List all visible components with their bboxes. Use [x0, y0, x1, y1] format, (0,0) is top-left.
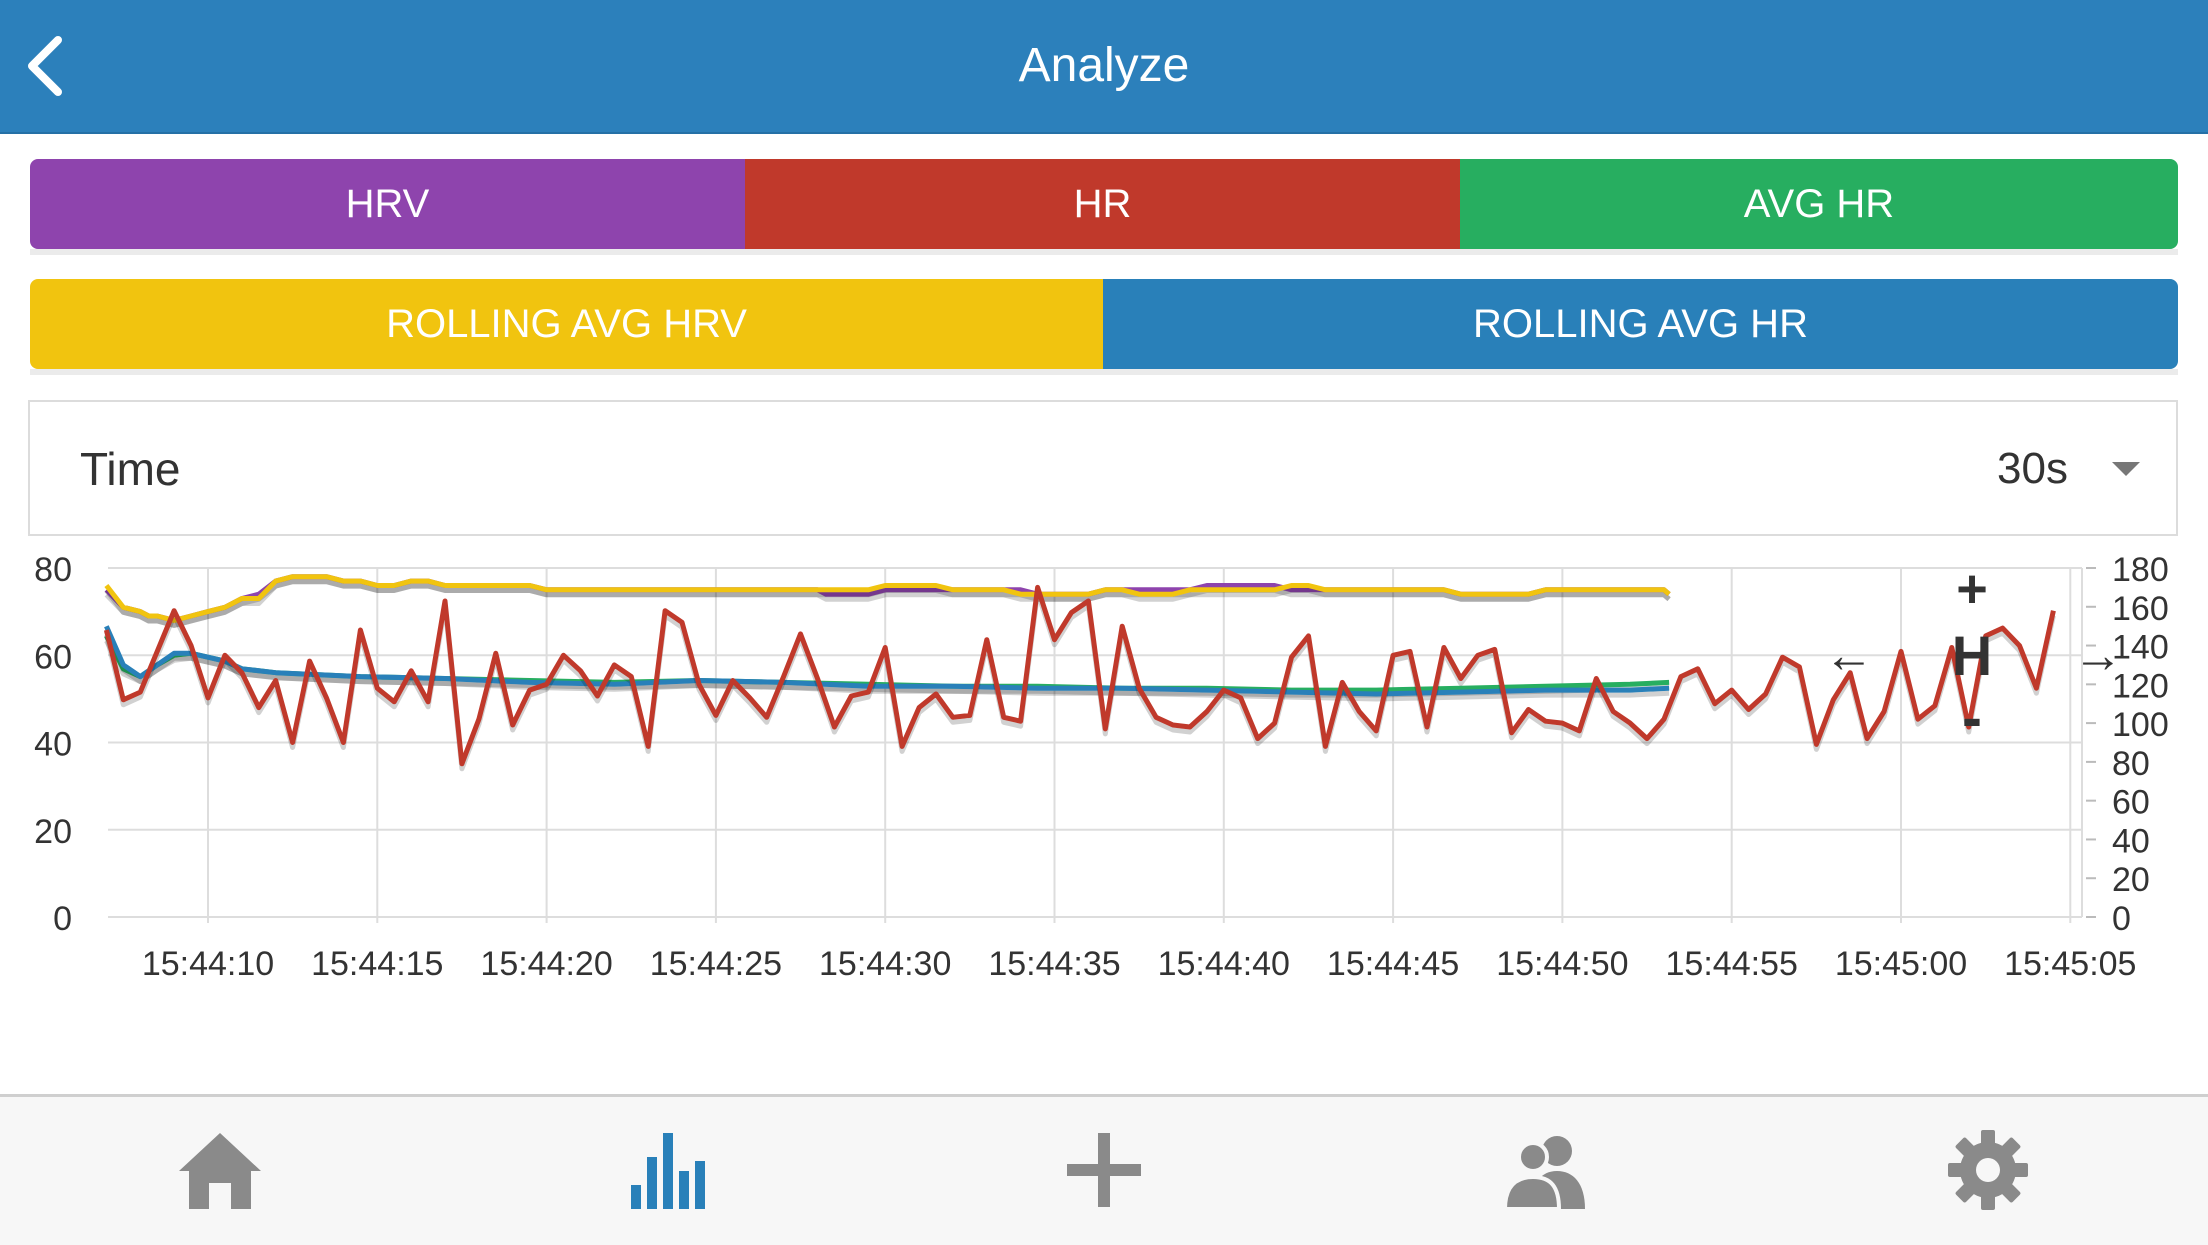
chart-controls: + H - ← → [1824, 559, 2123, 751]
y-left-tick-label: 40 [34, 726, 72, 764]
y-right-tick-label: 80 [2112, 745, 2150, 783]
y-left-tick-label: 0 [53, 900, 72, 938]
gear-icon [1948, 1130, 2028, 1210]
hr-button[interactable]: HR [745, 159, 1460, 249]
y-left-tick-label: 60 [34, 638, 72, 676]
plus-icon [1067, 1133, 1141, 1207]
bar-chart-icon [631, 1133, 705, 1209]
home-icon [179, 1133, 261, 1209]
tab-settings[interactable] [1943, 1125, 2033, 1215]
avg-hr-button[interactable]: AVG HR [1460, 159, 2178, 249]
rolling_avg_hrv-series-line [104, 574, 1671, 623]
back-button[interactable] [18, 30, 78, 102]
hrv-series-shadow [104, 579, 1671, 628]
rolling-avg-hr-button[interactable]: ROLLING AVG HR [1103, 279, 2178, 369]
x-tick-label: 15:44:40 [1158, 945, 1290, 983]
y-right-tick-label: 20 [2112, 861, 2150, 899]
app-header: Analyze [0, 0, 2208, 134]
button-row-shadow [30, 249, 2178, 255]
pan-right-button[interactable]: → [2073, 627, 2123, 683]
tab-analyze[interactable] [617, 1125, 707, 1215]
x-tick-label: 15:44:15 [311, 945, 443, 983]
y-right-tick-label: 60 [2112, 784, 2150, 822]
x-tick-label: 15:44:30 [819, 945, 951, 983]
chevron-left-icon [28, 36, 62, 96]
hrv-hr-chart: 02040608002040608010012014016018015:44:1… [34, 551, 2169, 983]
chart-grid [108, 567, 2083, 923]
time-window-value: 30s [1997, 444, 2068, 493]
users-icon [1502, 1136, 1585, 1211]
dropdown-arrow-icon [2112, 462, 2140, 476]
y-right-tick-label: 140 [2112, 629, 2169, 667]
y-right-tick-label: 0 [2112, 900, 2131, 938]
x-tick-label: 15:44:10 [142, 945, 274, 983]
rolling_avg_hr-series-shadow [104, 630, 1670, 702]
time-label: Time [80, 443, 181, 495]
hrv-button[interactable]: HRV [30, 159, 745, 249]
y-right-tick-label: 100 [2112, 706, 2169, 744]
pan-left-button[interactable]: ← [1824, 627, 1874, 683]
chart-series [103, 574, 2056, 772]
page-title: Analyze [1018, 39, 1190, 92]
hr-series-line [103, 584, 2056, 767]
zoom-out-button[interactable]: - [1962, 684, 1982, 751]
rolling-avg-hrv-button[interactable]: ROLLING AVG HRV [30, 279, 1103, 369]
tab-users[interactable] [1501, 1125, 1591, 1215]
tab-home[interactable] [175, 1125, 265, 1215]
y-right-tick-label: 180 [2112, 551, 2169, 589]
y-right-tick-label: 160 [2112, 590, 2169, 628]
x-tick-label: 15:44:50 [1496, 945, 1628, 983]
tab-add[interactable] [1059, 1125, 1149, 1215]
x-tick-label: 15:45:00 [1835, 945, 1967, 983]
y-right-tick-label: 120 [2112, 667, 2169, 705]
y-right-tick-label: 40 [2112, 822, 2150, 860]
time-window-select[interactable]: Time 30s [28, 400, 2178, 536]
chart-axes: 02040608002040608010012014016018015:44:1… [34, 551, 2169, 983]
x-tick-label: 15:44:55 [1666, 945, 1798, 983]
x-tick-label: 15:44:45 [1327, 945, 1459, 983]
x-tick-label: 15:44:35 [988, 945, 1120, 983]
rolling_avg_hrv-series-shadow [104, 579, 1671, 628]
x-tick-label: 15:45:05 [2004, 945, 2136, 983]
button-row-shadow [30, 369, 2178, 375]
x-tick-label: 15:44:20 [480, 945, 612, 983]
zoom-in-button[interactable]: + [1956, 559, 1988, 619]
y-left-tick-label: 20 [34, 813, 72, 851]
bottom-tab-bar [0, 1094, 2208, 1245]
reset-zoom-button[interactable]: H [1952, 624, 1992, 687]
y-left-tick-label: 80 [34, 551, 72, 589]
x-tick-label: 15:44:25 [650, 945, 782, 983]
